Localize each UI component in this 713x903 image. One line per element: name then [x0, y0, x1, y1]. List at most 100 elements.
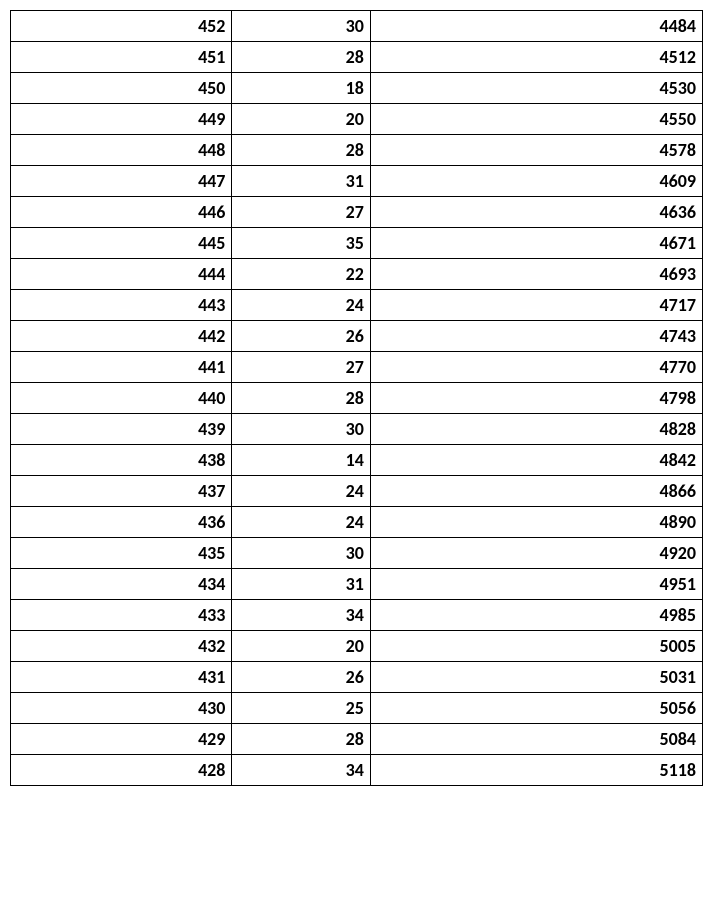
table-cell: 30	[232, 538, 370, 569]
table-cell: 27	[232, 197, 370, 228]
table-cell: 448	[11, 135, 232, 166]
table-row: 433344985	[11, 600, 703, 631]
table-row: 439304828	[11, 414, 703, 445]
table-cell: 30	[232, 414, 370, 445]
table-row: 438144842	[11, 445, 703, 476]
table-cell: 34	[232, 755, 370, 786]
table-row: 428345118	[11, 755, 703, 786]
table-cell: 441	[11, 352, 232, 383]
table-cell: 4530	[370, 73, 702, 104]
table-cell: 439	[11, 414, 232, 445]
table-row: 447314609	[11, 166, 703, 197]
table-cell: 429	[11, 724, 232, 755]
table-cell: 447	[11, 166, 232, 197]
table-cell: 28	[232, 135, 370, 166]
table-cell: 436	[11, 507, 232, 538]
table-cell: 4920	[370, 538, 702, 569]
table-cell: 428	[11, 755, 232, 786]
table-row: 444224693	[11, 259, 703, 290]
table-cell: 5005	[370, 631, 702, 662]
table-row: 449204550	[11, 104, 703, 135]
table-cell: 4798	[370, 383, 702, 414]
table-cell: 4985	[370, 600, 702, 631]
table-row: 443244717	[11, 290, 703, 321]
table-cell: 4951	[370, 569, 702, 600]
table-cell: 31	[232, 569, 370, 600]
table-cell: 31	[232, 166, 370, 197]
table-cell: 35	[232, 228, 370, 259]
table-cell: 4693	[370, 259, 702, 290]
table-row: 429285084	[11, 724, 703, 755]
table-row: 441274770	[11, 352, 703, 383]
table-cell: 5118	[370, 755, 702, 786]
table-row: 436244890	[11, 507, 703, 538]
table-cell: 431	[11, 662, 232, 693]
table-cell: 26	[232, 321, 370, 352]
table-cell: 24	[232, 476, 370, 507]
table-cell: 432	[11, 631, 232, 662]
table-cell: 4866	[370, 476, 702, 507]
table-cell: 430	[11, 693, 232, 724]
table-cell: 26	[232, 662, 370, 693]
data-table: 4523044844512845124501845304492045504482…	[10, 10, 703, 786]
table-row: 448284578	[11, 135, 703, 166]
table-row: 437244866	[11, 476, 703, 507]
table-cell: 4842	[370, 445, 702, 476]
data-table-body: 4523044844512845124501845304492045504482…	[11, 11, 703, 786]
table-cell: 20	[232, 104, 370, 135]
table-cell: 4484	[370, 11, 702, 42]
table-row: 431265031	[11, 662, 703, 693]
table-row: 440284798	[11, 383, 703, 414]
table-cell: 4717	[370, 290, 702, 321]
table-cell: 34	[232, 600, 370, 631]
table-row: 435304920	[11, 538, 703, 569]
table-row: 445354671	[11, 228, 703, 259]
table-cell: 4636	[370, 197, 702, 228]
table-cell: 433	[11, 600, 232, 631]
table-cell: 437	[11, 476, 232, 507]
table-cell: 449	[11, 104, 232, 135]
table-cell: 444	[11, 259, 232, 290]
table-cell: 4578	[370, 135, 702, 166]
table-cell: 28	[232, 383, 370, 414]
table-cell: 438	[11, 445, 232, 476]
table-cell: 450	[11, 73, 232, 104]
table-cell: 4512	[370, 42, 702, 73]
table-row: 452304484	[11, 11, 703, 42]
table-cell: 446	[11, 197, 232, 228]
table-cell: 440	[11, 383, 232, 414]
table-cell: 4671	[370, 228, 702, 259]
table-cell: 442	[11, 321, 232, 352]
table-cell: 4770	[370, 352, 702, 383]
table-cell: 5031	[370, 662, 702, 693]
table-cell: 28	[232, 42, 370, 73]
table-cell: 4550	[370, 104, 702, 135]
table-cell: 28	[232, 724, 370, 755]
table-cell: 18	[232, 73, 370, 104]
table-cell: 5084	[370, 724, 702, 755]
table-row: 446274636	[11, 197, 703, 228]
table-cell: 27	[232, 352, 370, 383]
table-cell: 445	[11, 228, 232, 259]
table-cell: 30	[232, 11, 370, 42]
table-row: 434314951	[11, 569, 703, 600]
table-row: 450184530	[11, 73, 703, 104]
table-cell: 434	[11, 569, 232, 600]
table-cell: 452	[11, 11, 232, 42]
table-row: 430255056	[11, 693, 703, 724]
table-cell: 4890	[370, 507, 702, 538]
table-cell: 24	[232, 507, 370, 538]
table-cell: 22	[232, 259, 370, 290]
table-row: 432205005	[11, 631, 703, 662]
table-cell: 451	[11, 42, 232, 73]
table-cell: 24	[232, 290, 370, 321]
table-cell: 4828	[370, 414, 702, 445]
table-cell: 25	[232, 693, 370, 724]
table-cell: 435	[11, 538, 232, 569]
data-table-container: 4523044844512845124501845304492045504482…	[10, 10, 703, 786]
table-cell: 443	[11, 290, 232, 321]
table-cell: 20	[232, 631, 370, 662]
table-row: 451284512	[11, 42, 703, 73]
table-cell: 14	[232, 445, 370, 476]
table-cell: 5056	[370, 693, 702, 724]
